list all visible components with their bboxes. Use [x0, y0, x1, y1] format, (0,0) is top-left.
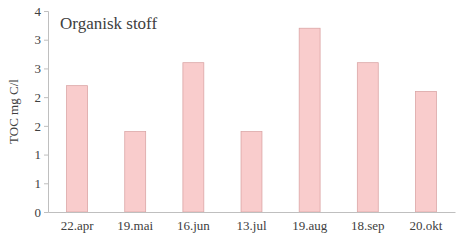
chart: 0 1 1 2 2 3 3 4 22.apr 19.mai 16.jun 13.jul 19.aug 18…: [0, 0, 468, 247]
x-tick: 19.mai: [117, 212, 153, 233]
bar: [415, 91, 436, 212]
y-tick-label: 3: [35, 61, 42, 76]
x-tick-label: 16.jun: [177, 218, 210, 233]
y-tick: 2: [35, 119, 49, 134]
y-tick-label: 2: [35, 119, 42, 134]
y-tick-label: 0: [35, 205, 42, 220]
y-tick-label: 1: [35, 147, 42, 162]
y-tick: 4: [35, 4, 49, 19]
bar: [241, 132, 262, 212]
y-tick-mark: [44, 183, 48, 184]
y-axis-line: [44, 12, 49, 213]
bar: [299, 28, 320, 212]
plot-area: 0 1 1 2 2 3 3 4 22.apr 19.mai 16.jun 13.jul 19.aug 18…: [35, 4, 456, 234]
x-tick: 16.jun: [177, 212, 210, 233]
x-tick-label: 22.apr: [61, 218, 95, 233]
y-tick: 2: [35, 90, 49, 105]
x-tick-label: 13.jul: [237, 218, 267, 233]
y-tick-mark: [44, 97, 48, 98]
bar: [357, 63, 378, 212]
y-tick-mark: [44, 155, 48, 156]
y-tick: 3: [35, 32, 49, 47]
bar: [125, 132, 146, 212]
x-tick: 20.okt: [409, 212, 442, 233]
bar: [67, 86, 88, 212]
y-tick-label: 2: [35, 90, 42, 105]
y-tick: 1: [35, 176, 49, 191]
y-tick-mark: [44, 126, 48, 127]
y-tick-mark: [44, 212, 48, 213]
x-tick: 19.aug: [292, 212, 328, 233]
bars: [67, 28, 437, 212]
x-tick: 13.jul: [237, 212, 267, 233]
x-tick-label: 20.okt: [409, 218, 442, 233]
y-tick-label: 1: [35, 176, 42, 191]
y-tick-mark: [44, 11, 48, 12]
title: Organisk stoff: [60, 14, 157, 33]
x-axis-line: [49, 212, 456, 213]
x-tick-label: 19.aug: [292, 218, 328, 233]
y-tick-label: 4: [35, 4, 42, 19]
y-tick: 0: [35, 205, 49, 220]
y-tick-label: 3: [35, 32, 42, 47]
x-axis: 22.apr 19.mai 16.jun 13.jul 19.aug 18.sep 20.o…: [49, 212, 456, 233]
x-tick-label: 19.mai: [117, 218, 153, 233]
y-axis-title: TOC mg C/l: [6, 79, 21, 144]
x-tick-label: 18.sep: [351, 218, 385, 233]
y-tick-mark: [44, 40, 48, 41]
y-axis: 0 1 1 2 2 3 3 4: [35, 4, 49, 220]
x-tick: 22.apr: [61, 212, 95, 233]
y-tick: 3: [35, 61, 49, 76]
y-tick: 1: [35, 147, 49, 162]
x-tick: 18.sep: [351, 212, 385, 233]
y-tick-mark: [44, 68, 48, 69]
bar: [183, 63, 204, 212]
